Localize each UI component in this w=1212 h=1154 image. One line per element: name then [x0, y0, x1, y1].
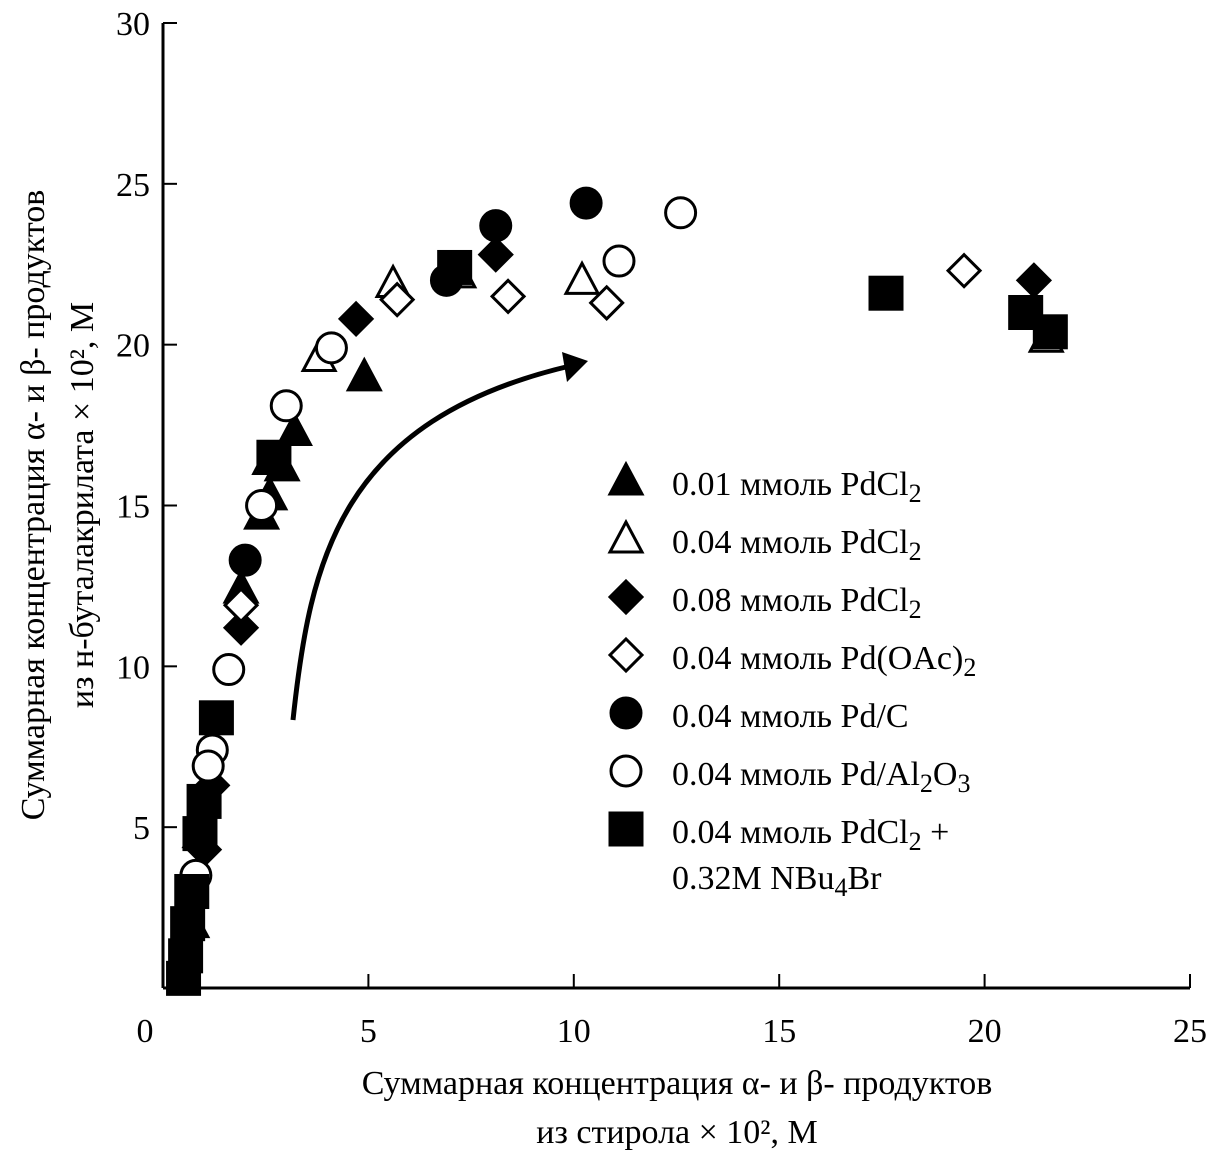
data-point-square-filled	[166, 960, 202, 996]
y-axis-title-line2: из н-буталакрилата × 10², М	[64, 302, 101, 708]
data-point-triangle-open	[563, 260, 601, 295]
trend-arrow-head	[562, 352, 588, 382]
data-point-circle-open	[664, 196, 698, 230]
data-point-circle-open	[245, 489, 279, 522]
series-7	[166, 249, 1068, 996]
data-point-diamond-open	[379, 281, 416, 318]
legend-marker-triangle-filled	[607, 460, 645, 496]
data-point-square-filled	[170, 906, 206, 942]
legend-marker-square-filled	[608, 811, 644, 847]
legend-label: 0.01 ммоль PdCl2	[672, 466, 922, 508]
data-point-square-filled	[256, 439, 292, 475]
legend-item: 0.04 ммоль PdCl2 +0.32M NBu4Br	[608, 811, 949, 902]
data-point-circle-open	[212, 653, 246, 687]
data-point-diamond-filled	[222, 609, 260, 646]
y-tick-label: 10	[116, 649, 150, 686]
data-point-diamond-open	[945, 252, 983, 289]
x-tick-label: 0	[137, 1013, 154, 1050]
y-tick-label: 25	[116, 167, 150, 204]
series-2	[251, 253, 1065, 475]
axis-labels: Суммарная концентрация α- и β- продуктов…	[15, 190, 992, 1151]
series-4	[222, 252, 983, 624]
data-points	[166, 186, 1068, 996]
legend: 0.01 ммоль PdCl2 0.04 ммоль PdCl2 0.08 ммо…	[607, 460, 976, 902]
data-point-triangle-filled	[275, 411, 313, 447]
data-point-square-filled	[182, 816, 218, 852]
data-point-circle-open	[191, 749, 225, 783]
x-axis-title-line2: из стирола × 10², М	[536, 1114, 817, 1151]
y-axis-title-line1: Суммарная концентрация α- и β- продуктов	[15, 190, 52, 821]
legend-marker-triangle-open	[607, 518, 645, 554]
legend-marker-diamond-filled	[607, 578, 645, 616]
legend-label: 0.08 ммоль PdCl2	[672, 582, 922, 624]
x-tick-label: 10	[557, 1013, 591, 1050]
series-6	[179, 196, 698, 892]
data-point-circle-open	[269, 389, 303, 423]
axes: 0 5 10 15 20 25 5 10 15 20 25 30	[116, 6, 1207, 1050]
y-tick-label: 5	[133, 810, 150, 847]
data-point-diamond-open	[489, 278, 527, 315]
data-point-circle-filled	[228, 543, 262, 577]
data-point-circle-filled	[569, 186, 603, 220]
legend-label: 0.04 ммоль Pd(OAc)2	[672, 640, 976, 682]
legend-item: 0.04 ммоль Pd/C	[609, 696, 909, 735]
data-point-diamond-filled	[1015, 262, 1053, 299]
data-point-circle-filled	[479, 209, 513, 243]
x-tick-label: 5	[360, 1013, 377, 1050]
legend-item: 0.01 ммоль PdCl2	[607, 460, 922, 508]
legend-item: 0.08 ммоль PdCl2	[607, 578, 922, 624]
legend-label: 0.04 ммоль PdCl2 +	[672, 814, 949, 856]
x-tick-label: 20	[968, 1013, 1002, 1050]
legend-label: 0.04 ммоль Pd/C	[672, 698, 909, 735]
legend-item: 0.04 ммоль Pd(OAc)2	[607, 636, 976, 682]
data-point-circle-open	[602, 244, 636, 278]
data-point-square-filled	[868, 275, 904, 311]
data-point-diamond-open	[588, 284, 625, 321]
trend-arrow	[290, 352, 588, 721]
x-axis-title-line1: Суммарная концентрация α- и β- продуктов	[362, 1065, 993, 1102]
y-tick-label: 30	[116, 6, 150, 43]
legend-marker-circle-filled	[609, 696, 643, 730]
legend-marker-diamond-open	[607, 636, 645, 674]
data-point-square-filled	[186, 783, 222, 819]
y-tick-label: 20	[116, 328, 150, 365]
series-5	[228, 186, 603, 577]
legend-label: 0.04 ммоль PdCl2	[672, 524, 922, 566]
data-point-circle-open	[314, 331, 348, 365]
trend-arrow-curve	[290, 363, 571, 721]
data-point-square-filled	[198, 700, 234, 736]
data-point-diamond-filled	[477, 236, 514, 273]
data-point-diamond-filled	[337, 300, 375, 338]
legend-item: 0.04 ммоль Pd/Al2O3	[609, 754, 970, 798]
data-point-square-filled	[1032, 314, 1068, 350]
x-tick-label: 25	[1173, 1013, 1207, 1050]
x-tick-label: 15	[762, 1013, 796, 1050]
data-point-square-filled	[174, 874, 210, 909]
legend-marker-circle-open	[609, 754, 643, 788]
legend-label-line2: 0.32M NBu4Br	[672, 860, 882, 902]
data-point-square-filled	[437, 249, 473, 285]
legend-item: 0.04 ммоль PdCl2	[607, 518, 922, 566]
data-point-diamond-open	[222, 587, 260, 624]
legend-label: 0.04 ммоль Pd/Al2O3	[672, 756, 970, 798]
data-point-triangle-filled	[345, 356, 383, 392]
y-tick-label: 15	[116, 489, 150, 526]
